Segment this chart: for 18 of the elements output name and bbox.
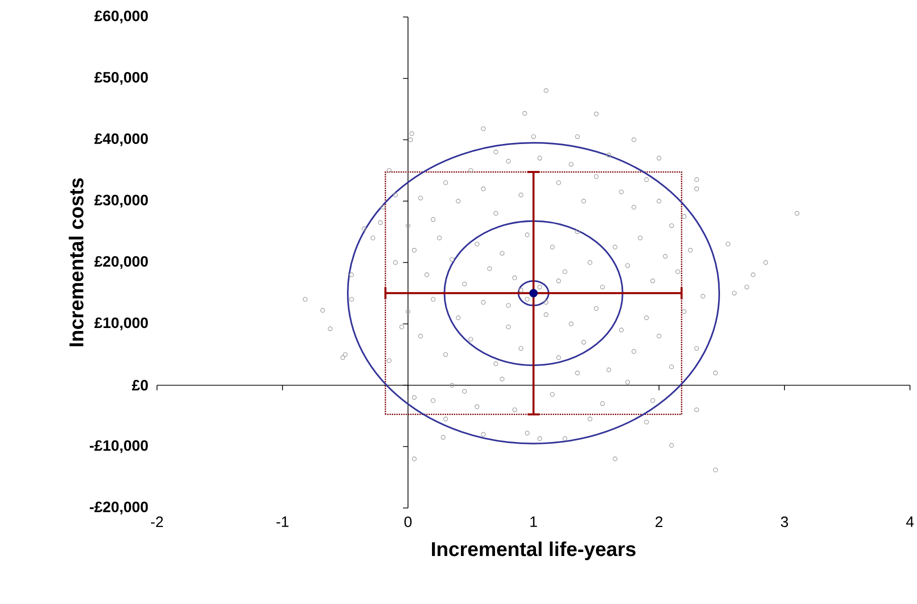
y-axis-title: Incremental costs [68,178,84,346]
x-tick-label: -1 [276,516,288,527]
x-tick-label: 4 [906,516,914,527]
y-tick-label: £0 [132,380,148,391]
x-tick-label: 0 [404,516,412,528]
x-tick-label: 2 [656,516,662,527]
y-tick-label: -£10,000 [90,440,148,454]
x-tick-label: 3 [780,516,788,528]
y-tick-label: £50,000 [94,72,148,85]
x-tick-label: 1 [530,516,537,527]
y-tick-label: £20,000 [94,256,148,269]
y-tick-label: £60,000 [94,10,148,24]
x-tick-label: -2 [150,516,163,527]
y-tick-label: £10,000 [94,317,148,330]
y-tick-label: -£20,000 [90,502,148,514]
y-tick-label: £40,000 [94,133,148,146]
x-axis-title: Incremental life-years [432,542,636,560]
y-tick-label: £30,000 [94,194,148,208]
